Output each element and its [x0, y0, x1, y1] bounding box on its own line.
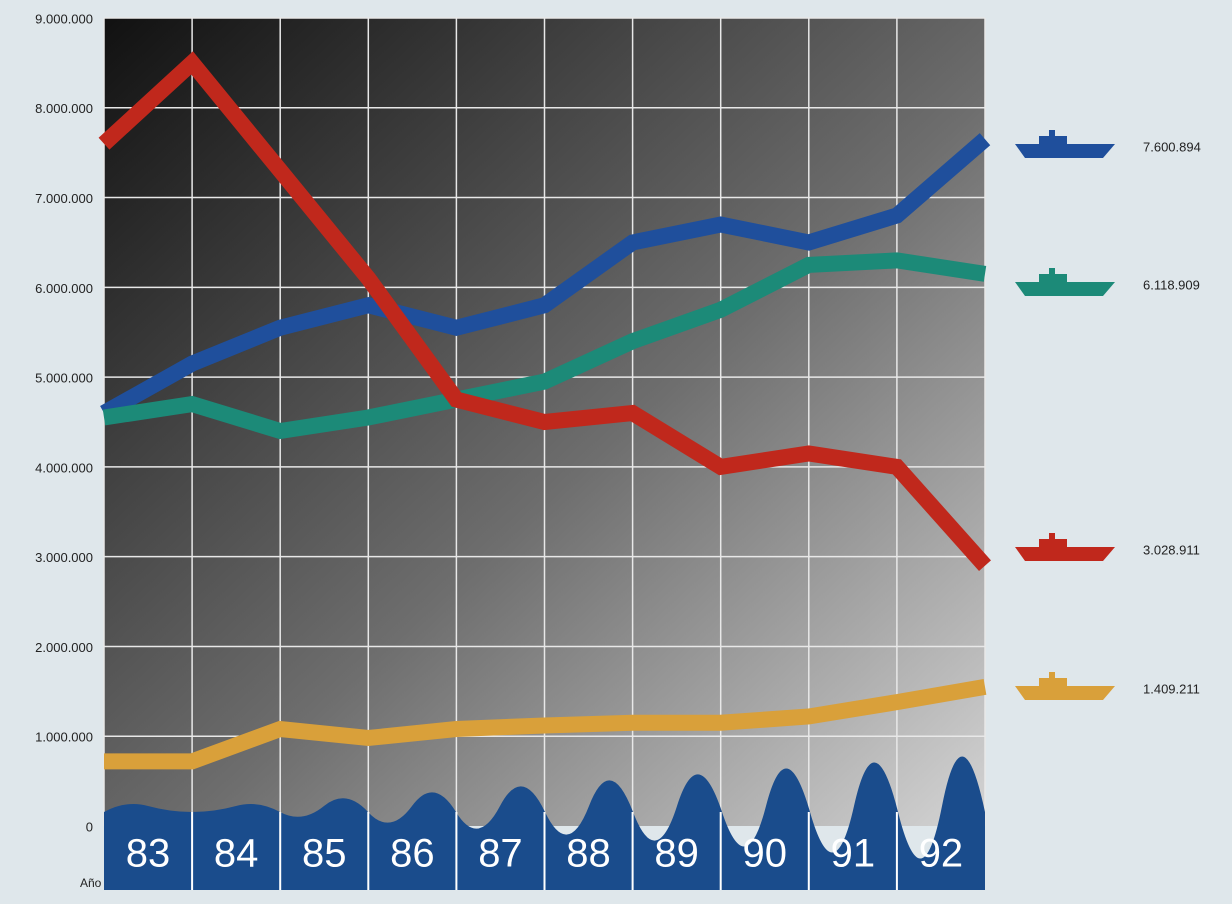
series-end-label: 3.028.911	[1143, 542, 1200, 557]
year-label: 87	[478, 832, 523, 876]
ship-icon	[1015, 672, 1115, 700]
lines	[98, 51, 991, 770]
series-line	[100, 133, 991, 421]
ship-hull	[1015, 686, 1115, 700]
y-tick-label: 2.000.000	[35, 640, 93, 655]
series-line	[102, 252, 987, 440]
y-tick-label: 3.000.000	[35, 550, 93, 565]
ship-hull	[1015, 144, 1115, 158]
year-label: 91	[831, 832, 876, 876]
y-tick-label: 4.000.000	[35, 460, 93, 475]
series-end-label: 6.118.909	[1143, 277, 1200, 292]
y-tick-label: 0	[86, 819, 93, 834]
ship-cabin	[1039, 672, 1067, 686]
y-tick-label: 8.000.000	[35, 101, 93, 116]
y-tick-label: 1.000.000	[35, 730, 93, 745]
y-tick-label: 9.000.000	[35, 11, 93, 26]
y-tick-label: 5.000.000	[35, 371, 93, 386]
series-line	[104, 678, 987, 770]
series-line	[98, 51, 991, 571]
year-label: 88	[566, 832, 611, 876]
series-end-label: 7.600.894	[1143, 139, 1201, 154]
legend: 7.600.894 6.118.909 3.028.911 1.409.211	[1015, 130, 1201, 700]
year-label: 89	[654, 832, 699, 876]
year-label: 90	[743, 832, 788, 876]
ship-hull	[1015, 547, 1115, 561]
ship-icon	[1015, 268, 1115, 296]
year-label: 86	[390, 832, 435, 876]
ship-icon	[1015, 533, 1115, 561]
year-band: 83 84 85 86 87 88 89 90 91 92	[126, 812, 963, 890]
series-end-label: 1.409.211	[1143, 681, 1200, 696]
year-label: 84	[214, 832, 259, 876]
x-axis-label: Año	[80, 876, 102, 890]
ship-cabin	[1039, 533, 1067, 547]
y-tick-label: 6.000.000	[35, 281, 93, 296]
year-label: 92	[919, 832, 964, 876]
ship-hull	[1015, 282, 1115, 296]
ship-icon	[1015, 130, 1115, 158]
ship-cabin	[1039, 130, 1067, 144]
year-label: 83	[126, 832, 171, 876]
y-tick-label: 7.000.000	[35, 191, 93, 206]
year-label: 85	[302, 832, 347, 876]
ship-cabin	[1039, 268, 1067, 282]
